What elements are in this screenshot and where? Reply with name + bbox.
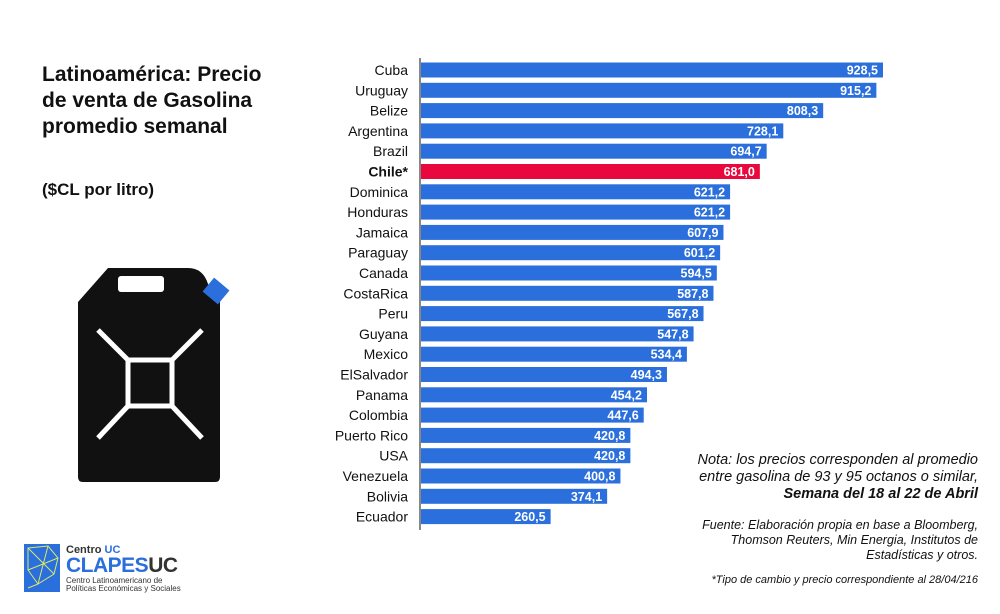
category-label: Belize [370,103,408,119]
bar-paraguay [421,245,721,261]
value-label: 621,2 [694,206,725,220]
category-label: Peru [378,306,408,322]
category-label: Puerto Rico [335,427,408,443]
bar-elsalvador [421,367,667,382]
bar-cuba [421,62,883,78]
logo-uc-text: UC [148,554,178,577]
source-line: Estadísticas y otros. [866,548,978,562]
category-label: Dominica [350,184,409,200]
value-label: 621,2 [694,185,725,199]
bar-usa [421,448,631,464]
bar-bolivia [421,488,608,504]
value-label: 454,2 [611,388,642,402]
value-label: 808,3 [787,104,818,118]
source-line: Fuente: Elaboración propia en base a Blo… [702,518,978,532]
value-label: 601,2 [684,246,715,260]
bar-honduras [421,204,731,220]
category-label: Mexico [364,346,409,362]
category-label: Honduras [347,204,408,220]
bar-argentina [421,123,784,139]
bar-costarica [421,285,714,301]
note-line: entre gasolina de 93 y 95 octanos o simi… [699,469,978,485]
note-line: Nota: los precios corresponden al promed… [697,452,978,468]
value-label: 547,8 [657,327,688,341]
bar-uruguay [421,82,877,98]
category-label: Brazil [373,143,408,159]
logo-line: Políticas Económicas y Sociales [66,584,181,593]
logo-clapes: CLAPESUC [66,554,178,578]
value-label: 567,8 [667,307,698,321]
value-label: 728,1 [747,124,778,138]
category-label: Uruguay [355,82,408,98]
logo-mark-icon [24,544,60,592]
logo-centro: Centro UC [66,544,120,556]
category-label: Paraguay [348,245,408,261]
value-label: 400,8 [584,470,615,484]
source-text: Fuente: Elaboración propia en base a Blo… [702,518,978,563]
value-label: 420,8 [594,449,625,463]
value-label: 928,5 [847,64,878,78]
bar-mexico [421,346,687,362]
bar-ecuador [421,509,551,525]
bar-panama [421,387,647,403]
category-label: ElSalvador [340,367,408,383]
value-label: 915,2 [840,84,871,98]
bar-guyana [421,326,694,342]
category-label: Panama [356,387,408,403]
bar-brazil [421,143,767,159]
value-label: 447,6 [607,409,638,423]
value-label: 694,7 [730,145,761,159]
bar-jamaica [421,224,724,240]
bar-colombia [421,407,644,423]
bar-puertorico [421,427,631,443]
category-label: Chile* [368,164,408,180]
logo-clapes-text: CLAPES [66,554,149,577]
category-label: Colombia [349,407,408,423]
value-label: 374,1 [571,490,602,504]
source-line: Thomson Reuters, Min Energia, Institutos… [730,533,978,547]
bar-belize [421,103,824,119]
value-label: 681,0 [724,165,755,179]
category-label: USA [379,448,408,464]
jerrycan-icon [78,268,230,482]
category-label: Guyana [359,326,408,342]
bar-dominica [421,184,731,200]
logo-centro-text: Centro [66,544,105,556]
category-label: CostaRica [343,285,408,301]
category-label: Canada [359,265,408,281]
exchange-rate-note: *Tipo de cambio y precio correspondiente… [711,574,978,586]
chart-title: Latinoamérica: Precio de venta de Gasoli… [42,63,262,138]
value-label: 587,8 [677,287,708,301]
value-label: 534,4 [651,348,682,362]
note-week: Semana del 18 al 22 de Abril [783,486,979,502]
bar-canada [421,265,717,281]
note-text: Nota: los precios corresponden al promed… [698,452,978,503]
bar-chile [421,164,760,179]
category-label: Ecuador [356,509,408,525]
category-label: Bolivia [367,488,408,504]
bar-peru [421,306,704,322]
category-label: Venezuela [343,468,409,484]
chart-subtitle: ($CL por litro) [42,180,155,199]
value-label: 420,8 [594,429,625,443]
value-label: 260,5 [514,510,545,524]
category-label: Jamaica [356,224,408,240]
logo-line: Centro Latinoamericano de [66,576,163,585]
logo-subtitle: Centro Latinoamericano de Políticas Econó… [66,577,181,593]
logo-centro-uc: UC [104,544,121,556]
value-label: 594,5 [681,267,712,281]
value-label: 607,9 [687,226,718,240]
value-label: 494,3 [631,368,662,382]
category-label: Cuba [375,62,409,78]
category-label: Argentina [348,123,408,139]
bar-venezuela [421,468,621,484]
